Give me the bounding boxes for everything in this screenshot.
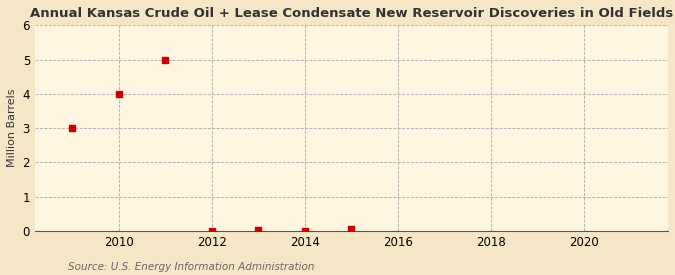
Point xyxy=(160,57,171,62)
Y-axis label: Million Barrels: Million Barrels xyxy=(7,89,17,167)
Point xyxy=(300,229,310,233)
Point xyxy=(207,229,217,233)
Title: Annual Kansas Crude Oil + Lease Condensate New Reservoir Discoveries in Old Fiel: Annual Kansas Crude Oil + Lease Condensa… xyxy=(30,7,673,20)
Point xyxy=(113,92,124,96)
Point xyxy=(346,227,357,232)
Text: Source: U.S. Energy Information Administration: Source: U.S. Energy Information Administ… xyxy=(68,262,314,272)
Point xyxy=(253,227,264,232)
Point xyxy=(67,126,78,130)
